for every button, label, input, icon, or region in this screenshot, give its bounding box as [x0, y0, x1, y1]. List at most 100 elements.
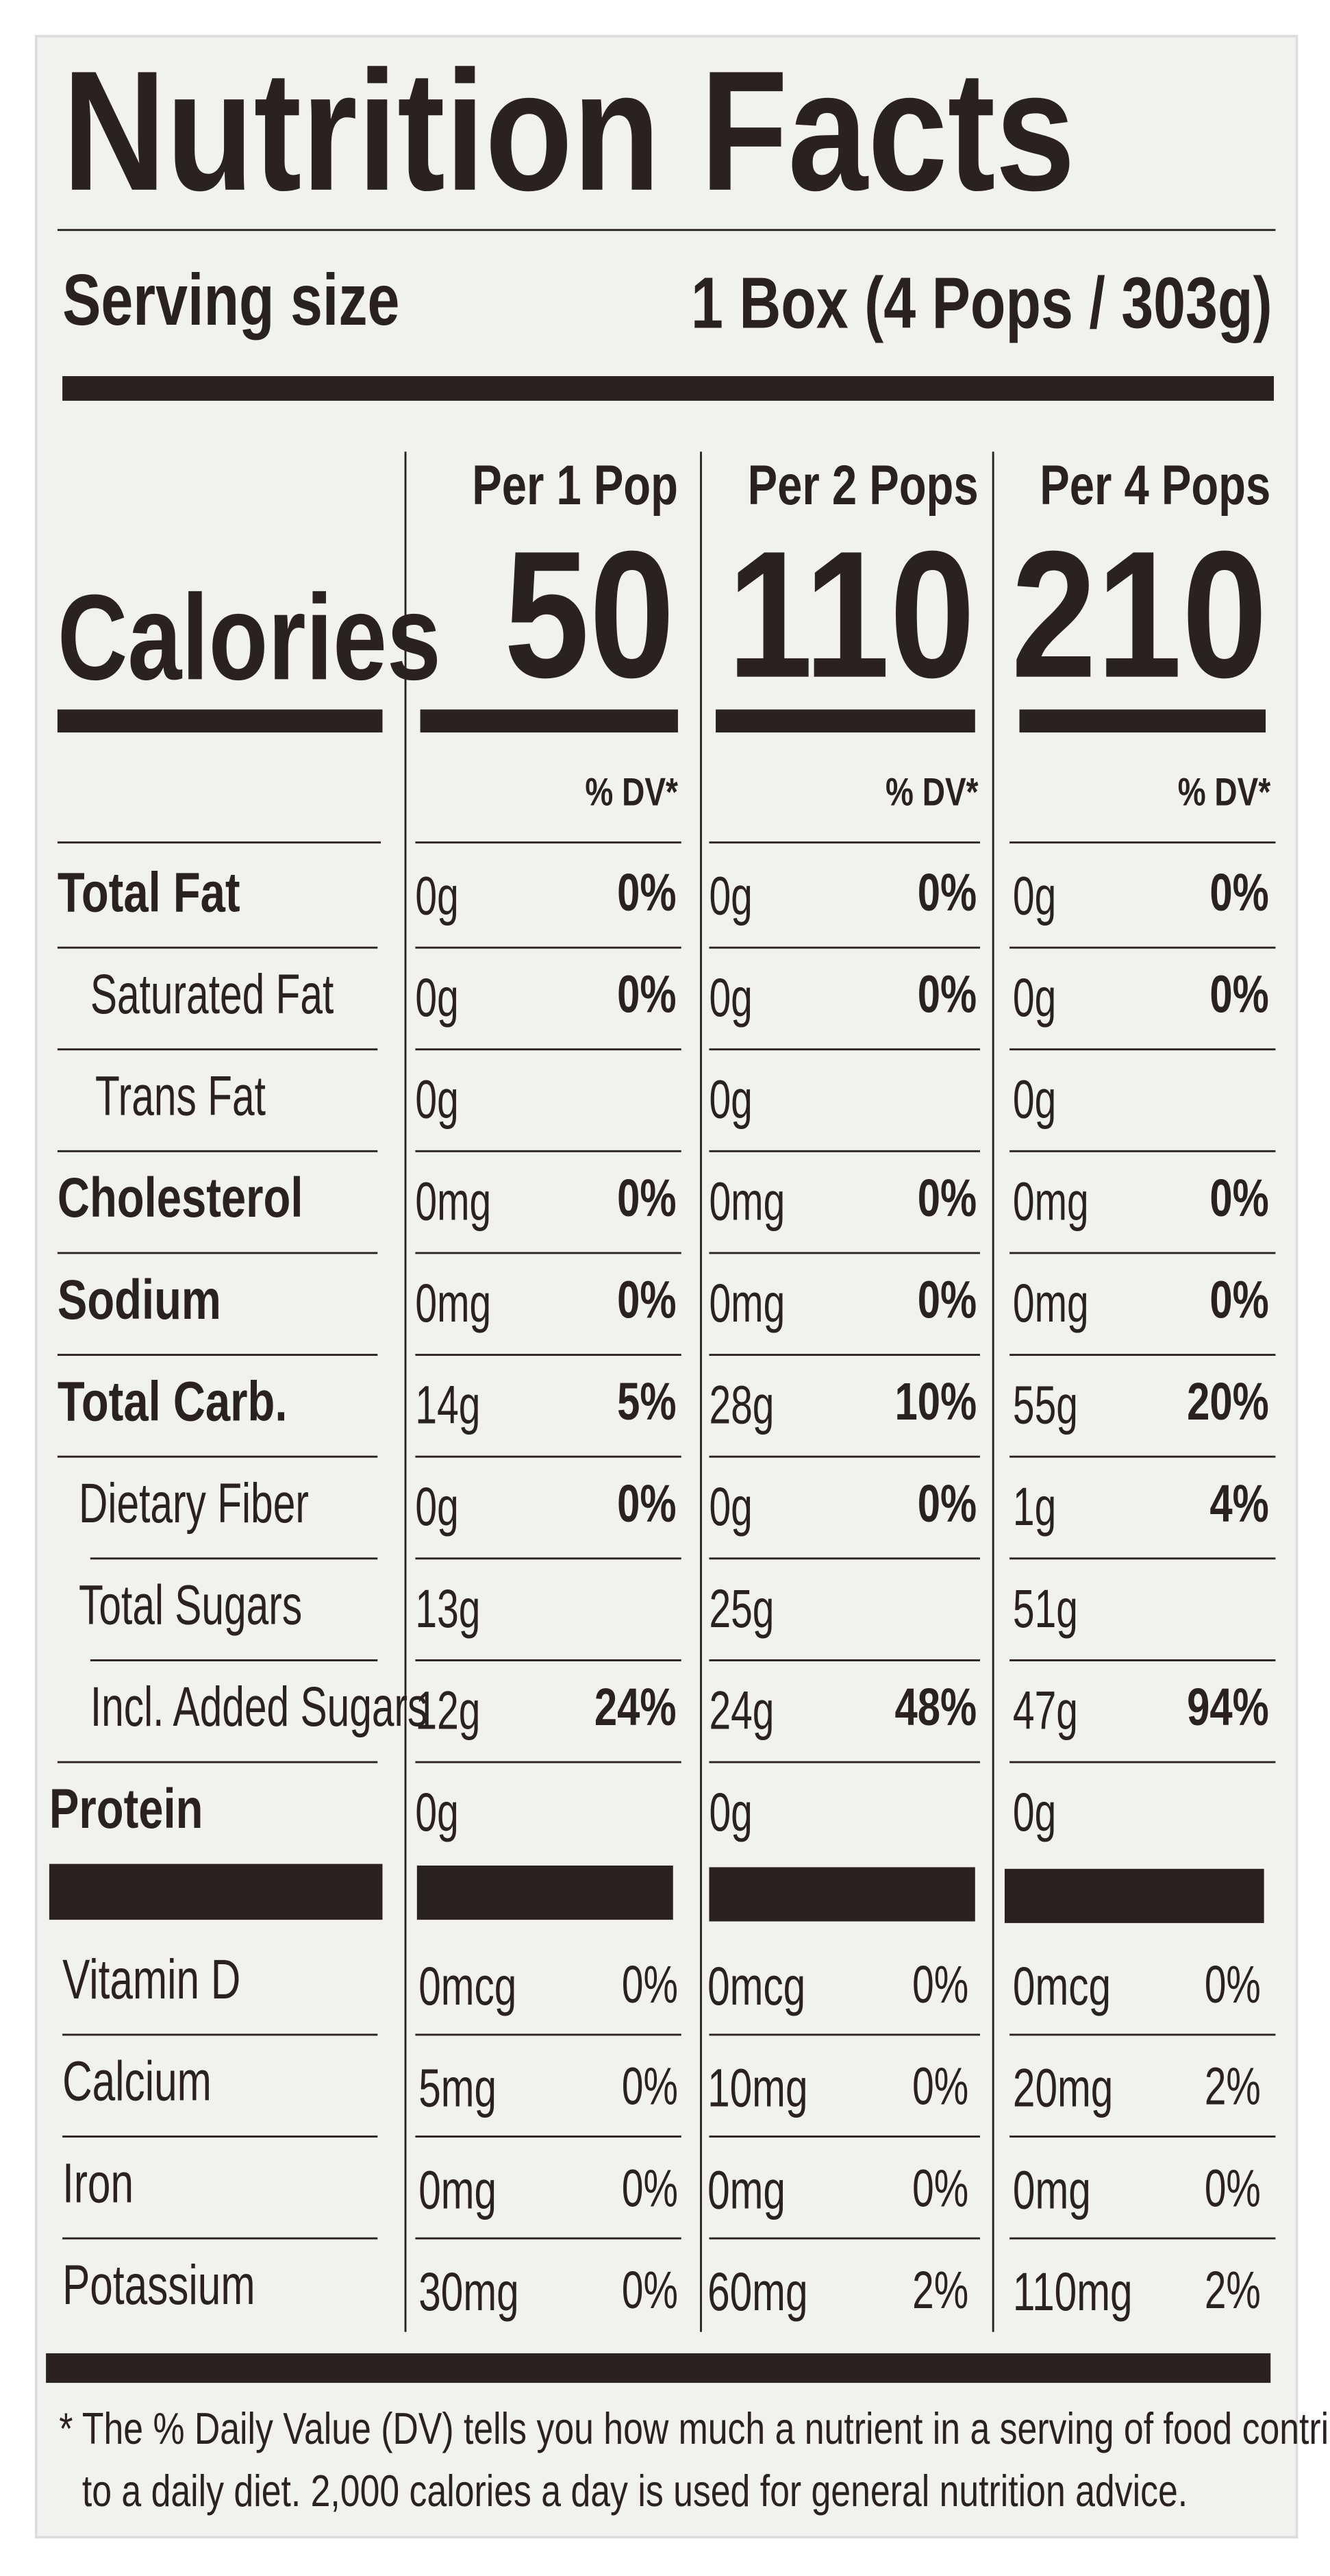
amount: 0g	[709, 865, 752, 926]
amount: 0g	[1013, 1782, 1056, 1842]
amount: 12g	[415, 1680, 480, 1740]
vitamin-name: Iron	[62, 2153, 134, 2215]
sub-nutrient-name: Total Sugars	[79, 1574, 302, 1637]
percent-dv: 2%	[1205, 2262, 1261, 2320]
percent-dv: 0%	[622, 2262, 678, 2320]
percent-dv: 0%	[1209, 1169, 1268, 1228]
thick-bar	[62, 375, 1275, 401]
amount: 0mg	[415, 1171, 491, 1231]
percent-dv: 0%	[617, 1270, 676, 1329]
column-heading: Per 1 Pop	[472, 454, 678, 517]
amount: 0g	[1013, 865, 1056, 926]
percent-dv: 2%	[1205, 2057, 1261, 2116]
amount: 25g	[709, 1578, 774, 1639]
amount: 0mg	[418, 2159, 497, 2220]
section-bar	[416, 1866, 673, 1920]
amount: 28g	[709, 1374, 774, 1435]
amount: 0g	[415, 967, 458, 1028]
percent-dv: 0%	[617, 965, 676, 1024]
amount: 0g	[709, 967, 752, 1028]
title: Nutrition Facts	[62, 35, 1075, 226]
percent-dv: 0%	[912, 1956, 968, 2014]
footnote: * The % Daily Value (DV) tells you how m…	[59, 2405, 1330, 2454]
amount: 0g	[1013, 967, 1056, 1028]
calories-bar	[420, 709, 678, 733]
amount: 0g	[415, 1782, 458, 1842]
percent-dv: 0%	[912, 2159, 968, 2218]
percent-dv: 0%	[622, 2159, 678, 2218]
amount: 0mg	[1013, 1273, 1089, 1333]
amount: 0mg	[1013, 2159, 1091, 2220]
amount: 1g	[1013, 1476, 1056, 1537]
section-bar	[49, 1863, 383, 1920]
nutrient-name: Cholesterol	[58, 1166, 303, 1229]
sub-nutrient-name: Saturated Fat	[90, 964, 334, 1026]
vitamin-name: Calcium	[62, 2051, 212, 2113]
column-heading: Per 2 Pops	[748, 454, 979, 517]
amount: 51g	[1013, 1578, 1078, 1639]
nutrient-name: Protein	[49, 1777, 203, 1840]
percent-dv: 0%	[1209, 1270, 1268, 1329]
amount: 0g	[709, 1069, 752, 1130]
amount: 24g	[709, 1680, 774, 1740]
amount: 0mg	[709, 1273, 785, 1333]
sub-nutrient-name: Dietary Fiber	[79, 1473, 309, 1535]
calories-value: 210	[1012, 513, 1268, 715]
amount: 5mg	[418, 2057, 497, 2118]
calories-value: 110	[727, 513, 975, 715]
serving-value: 1 Box (4 Pops / 303g)	[691, 264, 1272, 344]
footnote: to a daily diet. 2,000 calories a day is…	[82, 2467, 1188, 2516]
serving-label: Serving size	[62, 260, 399, 340]
percent-dv: 5%	[617, 1372, 676, 1431]
percent-dv: 2%	[912, 2262, 968, 2320]
amount: 0mcg	[1013, 1955, 1111, 2016]
percent-dv: 20%	[1187, 1372, 1269, 1431]
percent-dv: 0%	[918, 965, 977, 1024]
amount: 30mg	[418, 2261, 518, 2322]
amount: 110mg	[1013, 2261, 1133, 2322]
percent-dv: 0%	[617, 1169, 676, 1228]
dv-heading: % DV*	[585, 771, 678, 815]
amount: 20mg	[1013, 2057, 1113, 2118]
amount: 0mg	[1013, 1171, 1089, 1231]
percent-dv: 0%	[1205, 1956, 1261, 2014]
amount: 0g	[415, 1476, 458, 1537]
amount: 60mg	[707, 2261, 807, 2322]
percent-dv: 94%	[1187, 1678, 1269, 1737]
column-heading: Per 4 Pops	[1040, 454, 1270, 517]
amount: 13g	[415, 1578, 480, 1639]
calories-value: 50	[504, 513, 675, 715]
dv-heading: % DV*	[1178, 771, 1271, 815]
calories-bar	[716, 709, 975, 733]
percent-dv: 0%	[918, 1270, 977, 1329]
percent-dv: 0%	[617, 863, 676, 922]
label-panel	[34, 35, 1298, 2539]
amount: 0mcg	[707, 1955, 805, 2016]
percent-dv: 48%	[894, 1678, 977, 1737]
percent-dv: 0%	[622, 2057, 678, 2116]
section-bar	[1004, 1868, 1264, 1923]
calories-bar	[57, 709, 383, 733]
percent-dv: 0%	[918, 1474, 977, 1533]
nutrient-name: Total Carb.	[58, 1370, 288, 1433]
amount: 10mg	[707, 2057, 807, 2118]
percent-dv: 0%	[622, 1956, 678, 2014]
percent-dv: 0%	[918, 863, 977, 922]
percent-dv: 0%	[617, 1474, 676, 1533]
percent-dv: 4%	[1209, 1474, 1268, 1533]
vitamin-name: Vitamin D	[62, 1948, 240, 2011]
sub-nutrient-name: Trans Fat	[95, 1065, 266, 1128]
amount: 0mg	[709, 1171, 785, 1231]
amount: 0g	[415, 865, 458, 926]
dv-heading: % DV*	[886, 771, 979, 815]
amount: 0g	[709, 1476, 752, 1537]
amount: 0mg	[415, 1273, 491, 1333]
amount: 0g	[415, 1069, 458, 1130]
vitamin-name: Potassium	[62, 2254, 255, 2316]
calories-label: Calories	[58, 570, 441, 706]
percent-dv: 24%	[594, 1678, 677, 1737]
amount: 0mg	[707, 2159, 786, 2220]
sub-nutrient-name: Incl. Added Sugars	[90, 1676, 428, 1739]
